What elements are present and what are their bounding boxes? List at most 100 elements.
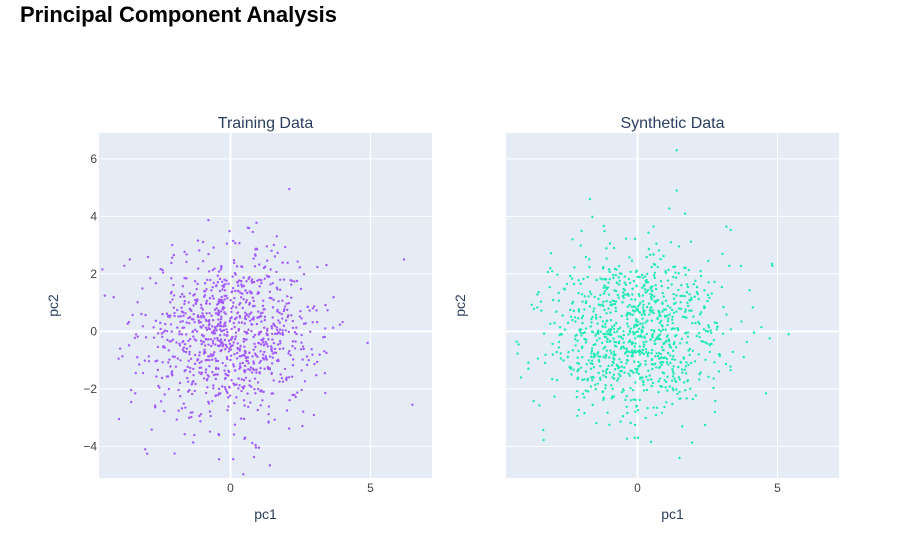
scatter-point (656, 265, 659, 269)
scatter-point (221, 288, 224, 291)
scatter-point (199, 420, 202, 423)
scatter-point (161, 271, 165, 274)
scatter-point (227, 370, 231, 374)
scatter-point (199, 320, 203, 324)
scatter-point (185, 277, 188, 280)
scatter-point (576, 376, 580, 379)
scatter-point (647, 247, 651, 251)
scatter-point (211, 331, 215, 335)
scatter-point (680, 283, 683, 287)
scatter-point (605, 369, 608, 372)
scatter-point (323, 371, 327, 375)
scatter-point (671, 402, 674, 406)
scatter-point (247, 405, 250, 409)
scatter-point (183, 277, 186, 280)
scatter-point (282, 324, 286, 327)
scatter-point (605, 299, 608, 303)
scatter-point (232, 382, 235, 385)
scatter-point (212, 246, 215, 249)
scatter-point (641, 348, 645, 352)
scatter-point (571, 318, 574, 322)
scatter-point (253, 304, 256, 308)
scatter-point (222, 284, 225, 287)
scatter-point (702, 328, 706, 331)
scatter-point (323, 350, 326, 353)
scatter-point (195, 287, 198, 291)
scatter-point (163, 393, 166, 396)
scatter-point (703, 423, 707, 427)
scatter-point (189, 357, 193, 360)
scatter-point (202, 377, 206, 380)
scatter-point (216, 274, 220, 277)
scatter-point (239, 417, 243, 420)
plot-area (506, 133, 839, 478)
scatter-point (694, 394, 698, 397)
scatter-point (226, 357, 229, 361)
scatter-point (663, 405, 666, 409)
scatter-point (171, 355, 175, 358)
scatter-point (180, 306, 183, 309)
scatter-point (614, 340, 618, 344)
scatter-point (271, 306, 275, 309)
scatter-point (257, 446, 261, 449)
scatter-point (648, 374, 651, 377)
scatter-point (653, 276, 656, 280)
scatter-point (198, 361, 201, 364)
scatter-point (603, 284, 606, 287)
scatter-point (250, 292, 253, 295)
scatter-point (309, 330, 312, 333)
scatter-point (229, 299, 232, 302)
scatter-point (649, 287, 652, 290)
scatter-point (624, 237, 628, 240)
scatter-point (223, 278, 226, 281)
scatter-point (341, 320, 344, 324)
scatter-point (530, 303, 533, 306)
scatter-point (262, 308, 265, 311)
scatter-point (201, 240, 205, 244)
scatter-point (312, 413, 316, 417)
scatter-point (180, 407, 184, 410)
scatter-point (664, 299, 668, 302)
scatter-point (602, 300, 605, 303)
scatter-point (242, 284, 245, 288)
scatter-point (288, 399, 291, 402)
scatter-point (223, 338, 227, 342)
scatter-point (629, 270, 632, 274)
scatter-point (649, 310, 653, 314)
scatter-point (247, 367, 250, 371)
scatter-point (239, 362, 242, 365)
scatter-point (576, 369, 580, 372)
scatter-point (159, 400, 163, 403)
scatter-point (629, 369, 632, 372)
scatter-point (188, 370, 192, 373)
scatter-point (708, 344, 711, 347)
scatter-point (661, 291, 664, 295)
scatter-point (592, 307, 596, 310)
scatter-point (618, 272, 622, 275)
scatter-point (671, 367, 674, 371)
scatter-point (717, 370, 721, 373)
scatter-point (654, 413, 658, 417)
scatter-point (291, 393, 294, 397)
scatter-point (675, 149, 678, 152)
scatter-point (217, 298, 221, 301)
scatter-point (617, 373, 621, 376)
scatter-point (214, 373, 218, 376)
scatter-point (677, 376, 681, 379)
scatter-point (650, 290, 654, 293)
scatter-point (287, 330, 291, 334)
scatter-point (205, 301, 208, 305)
scatter-point (253, 253, 257, 256)
scatter-point (167, 349, 170, 352)
scatter-point (278, 321, 281, 324)
scatter-point (605, 286, 608, 289)
scatter-point (140, 312, 143, 316)
scatter-point (650, 378, 653, 381)
scatter-point (631, 330, 635, 334)
scatter-point (720, 285, 724, 289)
scatter-point (610, 384, 613, 387)
scatter-point (679, 301, 682, 304)
scatter-point (590, 376, 593, 379)
scatter-point (194, 302, 198, 305)
scatter-point (159, 321, 162, 325)
